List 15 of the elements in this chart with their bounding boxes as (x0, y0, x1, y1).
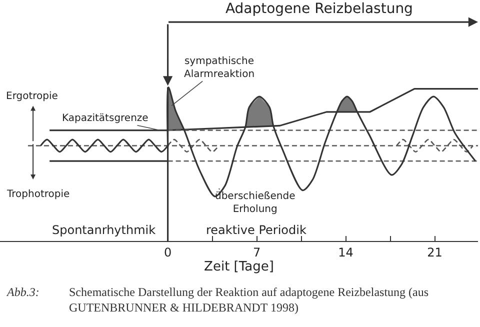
annotation: Trophotropie (6, 189, 70, 200)
x-tick-label: 21 (427, 246, 442, 260)
x-axis-title: Zeit [Tage] (204, 260, 274, 274)
chart-title: Adaptogene Reizbelastung (225, 1, 413, 18)
x-tick-label: 7 (252, 246, 261, 260)
text: Schematische Darstellung der Reaktion auf adaptogene Reizbelastung (aus GUTENBRUNNER & HILDEBRANDT 1998) (69, 285, 429, 315)
x-tick-label: 14 (338, 246, 354, 260)
annotation: reaktive Periodik (206, 223, 306, 237)
x-tick-label: 0 (164, 246, 172, 260)
annotation: Spontanrhythmik (52, 223, 156, 237)
annotation: Kapazitätsgrenze (62, 113, 148, 124)
annotation: Ergotropie (6, 91, 58, 102)
annotation: sympathische Alarmreaktion (184, 56, 255, 80)
annotation: überschießende Erholung (215, 191, 296, 215)
caption: Abb.3: (6, 285, 40, 299)
